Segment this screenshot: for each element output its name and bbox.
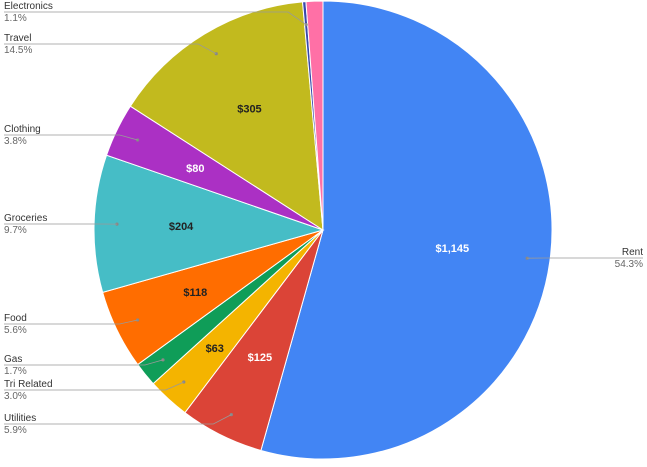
callout-label-rent: Rent — [622, 247, 643, 258]
callout-percent-utilities: 5.9% — [4, 425, 27, 436]
pie-slice-slice-9[interactable] — [305, 0, 324, 231]
callout-label-groceries: Groceries — [4, 213, 47, 224]
slice-value-label-food: $118 — [183, 287, 207, 299]
callout-line-electronics — [4, 11, 307, 25]
callout-percent-rent: 54.3% — [615, 259, 643, 270]
callout-line-clothing — [4, 134, 138, 141]
callout-percent-groceries: 9.7% — [4, 225, 27, 236]
slice-value-label-tri-related: $63 — [206, 343, 224, 355]
callout-percent-food: 5.6% — [4, 325, 27, 336]
pie-slices — [93, 0, 553, 460]
pie-slice-travel[interactable] — [129, 1, 324, 231]
callout-percent-tri-related: 3.0% — [4, 391, 27, 402]
callout-lines — [4, 11, 643, 425]
callout-line-tri-related — [4, 381, 184, 391]
callout-line-travel — [4, 43, 217, 55]
slice-value-label-groceries: $204 — [169, 221, 194, 233]
callout-label-gas: Gas — [4, 354, 22, 365]
callout-percent-travel: 14.5% — [4, 45, 32, 56]
pie-slice-rent[interactable] — [260, 0, 553, 460]
callout-line-utilities — [4, 414, 232, 425]
callout-label-clothing: Clothing — [4, 124, 41, 135]
callout-percent-electronics: 1.1% — [4, 13, 27, 24]
callout-percent-gas: 1.7% — [4, 366, 27, 377]
slice-value-label-rent: $1,145 — [435, 243, 469, 255]
callout-label-food: Food — [4, 313, 27, 324]
callout-label-tri-related: Tri Related — [4, 379, 53, 390]
slice-value-label-utilities: $125 — [248, 352, 272, 364]
callout-line-food — [4, 319, 138, 325]
callout-label-utilities: Utilities — [4, 413, 36, 424]
slice-value-label-travel: $305 — [237, 104, 261, 116]
pie-slice-groceries[interactable] — [93, 154, 325, 294]
callout-line-gas — [4, 359, 164, 366]
callout-percent-clothing: 3.8% — [4, 136, 27, 147]
slice-value-label-clothing: $80 — [186, 163, 204, 175]
callout-label-travel: Travel — [4, 33, 31, 44]
callout-label-electronics: Electronics — [4, 1, 53, 12]
